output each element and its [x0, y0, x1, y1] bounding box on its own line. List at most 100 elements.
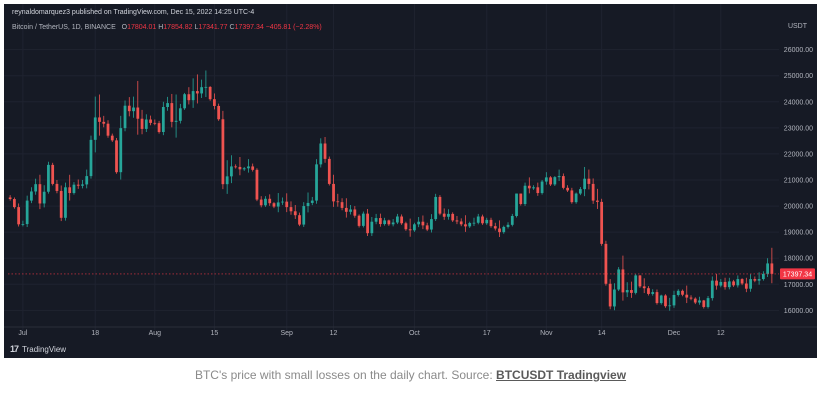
candle: [81, 180, 84, 189]
candle: [770, 247, 774, 284]
candle-body: [47, 164, 50, 192]
candle: [664, 294, 667, 308]
candle-body: [493, 226, 497, 229]
candle: [498, 220, 501, 237]
candle: [59, 185, 63, 222]
candle: [527, 177, 531, 194]
candle: [553, 176, 557, 186]
candle: [587, 169, 591, 190]
candle-body: [153, 122, 157, 124]
candle: [361, 211, 365, 228]
candle-body: [357, 215, 361, 226]
candle-body: [617, 269, 621, 290]
candle: [255, 168, 259, 202]
candle: [536, 182, 540, 196]
candle-body: [706, 298, 710, 307]
candle: [204, 70, 208, 98]
low-key: L: [194, 24, 199, 31]
candle: [102, 115, 106, 128]
candle-body: [693, 298, 697, 303]
candle: [336, 193, 340, 207]
candle: [430, 214, 433, 233]
candle-body: [42, 191, 46, 204]
candle: [438, 195, 442, 216]
candle-body: [519, 193, 523, 204]
candle: [557, 169, 561, 182]
candle: [272, 202, 276, 209]
candle-body: [557, 176, 561, 178]
candle: [149, 115, 152, 126]
caption-source-link[interactable]: BTCUSDT Tradingview: [496, 368, 627, 382]
candle-body: [561, 176, 565, 188]
candle: [157, 120, 161, 134]
candle-body: [370, 221, 374, 234]
candle-body: [749, 279, 752, 289]
candle-body: [710, 280, 714, 299]
candle-body: [230, 166, 233, 177]
tradingview-logo[interactable]: 17 TradingView: [10, 344, 66, 354]
x-tick-label: Nov: [540, 330, 553, 337]
candle: [485, 217, 489, 225]
candle-body: [17, 207, 21, 225]
candle-body: [489, 219, 493, 227]
candle-body: [285, 201, 289, 208]
candle: [353, 206, 357, 218]
candle: [225, 160, 229, 194]
candle-body: [681, 290, 684, 295]
candle-body: [247, 166, 250, 169]
candle: [238, 157, 242, 176]
candlestick-chart[interactable]: 26000.00 25000.00 24000.00 23000.00 22000.00…: [4, 4, 817, 358]
x-tick-label: Jul: [18, 330, 27, 337]
candle-body: [221, 119, 225, 185]
candle-body: [476, 216, 480, 223]
candle-body: [417, 221, 421, 225]
candle-body: [115, 140, 118, 173]
candle: [366, 208, 369, 237]
candle: [191, 78, 195, 108]
candle-body: [106, 123, 110, 136]
candle-body: [191, 91, 195, 101]
candle: [702, 299, 706, 309]
candle-body: [387, 220, 391, 225]
candle: [315, 159, 318, 204]
candle: [110, 133, 114, 142]
open-key: O: [121, 24, 128, 31]
candle-body: [378, 218, 382, 225]
candle: [706, 296, 710, 309]
candle-body: [468, 223, 472, 227]
candle-body: [625, 290, 629, 293]
change-value: −405.81 (−2.28%): [265, 24, 322, 31]
candle: [417, 217, 421, 228]
chart-panel[interactable]: 26000.00 25000.00 24000.00 23000.00 22000.00…: [4, 4, 817, 358]
candle: [647, 286, 650, 296]
candle: [378, 213, 382, 227]
candle: [532, 185, 535, 190]
candle-body: [578, 189, 582, 194]
candle: [166, 96, 169, 111]
candle: [651, 289, 655, 296]
candle: [608, 279, 612, 310]
candle: [72, 182, 76, 195]
candle-body: [536, 187, 540, 194]
candle-body: [102, 121, 106, 124]
candle: [119, 115, 123, 180]
candle-body: [132, 107, 135, 112]
candle: [340, 198, 344, 211]
candle-body: [672, 294, 676, 306]
last-price-tag: [780, 268, 815, 280]
candle: [310, 196, 314, 206]
candle-body: [344, 207, 348, 212]
candle-body: [549, 177, 552, 185]
x-tick-label: 17: [483, 330, 491, 337]
candle-body: [98, 117, 101, 122]
candle-body: [353, 209, 357, 216]
candle: [370, 217, 374, 237]
candle-body: [59, 190, 63, 218]
candle-body: [434, 196, 438, 220]
x-tick-label: 15: [210, 330, 218, 337]
candle: [689, 295, 693, 301]
candle-body: [413, 224, 416, 231]
candle: [719, 279, 723, 288]
candle: [302, 202, 306, 227]
candle-body: [123, 105, 127, 129]
